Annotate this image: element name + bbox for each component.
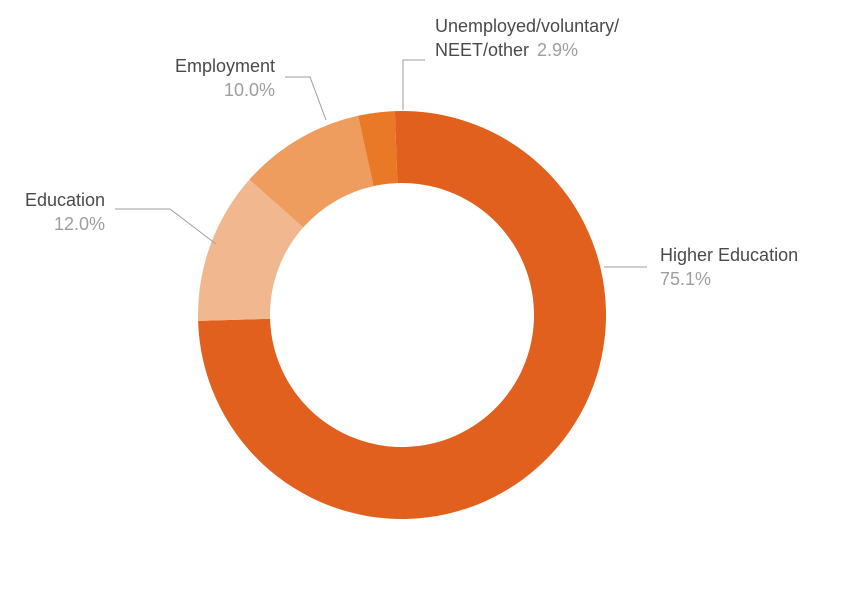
- label-name-higher_education: Higher Education: [660, 245, 798, 265]
- label-unemployed: Unemployed/voluntary/NEET/other 2.9%: [435, 16, 619, 60]
- label-name-unemployed: Unemployed/voluntary/: [435, 16, 619, 36]
- label-pct-higher_education: 75.1%: [660, 269, 711, 289]
- leader-unemployed: [403, 60, 425, 110]
- leader-education: [115, 209, 216, 244]
- leader-employment: [285, 77, 326, 120]
- label-name-education: Education: [25, 190, 105, 210]
- label-education: Education 12.0%: [25, 190, 105, 234]
- donut-chart: Higher Education 75.1% Education 12.0% Emplo…: [0, 0, 868, 607]
- label-pct-unemployed: 2.9%: [537, 40, 578, 60]
- label-pct-employment: 10.0%: [224, 80, 275, 100]
- label-employment: Employment 10.0%: [175, 56, 275, 100]
- label-name2-unemployed: NEET/other: [435, 40, 529, 60]
- label-higher_education: Higher Education 75.1%: [660, 245, 798, 289]
- label-pct-education: 12.0%: [54, 214, 105, 234]
- label-name-employment: Employment: [175, 56, 275, 76]
